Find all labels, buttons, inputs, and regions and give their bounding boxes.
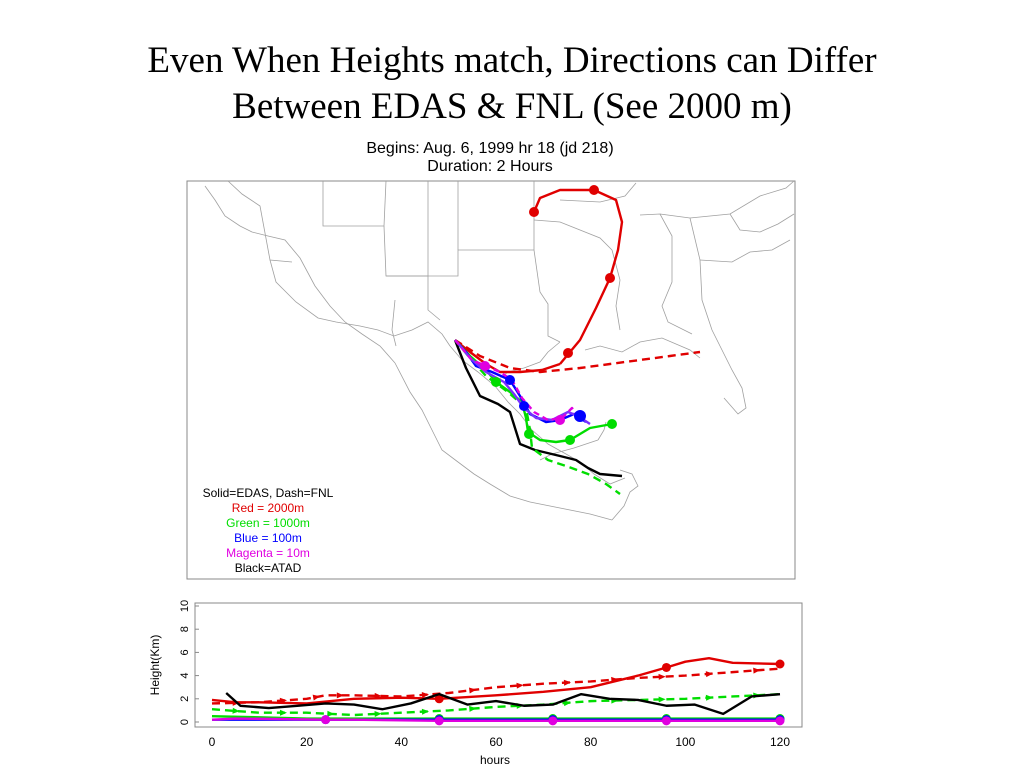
x-tick-label: 20	[300, 735, 314, 749]
y-tick-label: 0	[179, 719, 191, 725]
title-line-1: Even When Heights match, Directions can …	[147, 40, 877, 81]
series-point	[661, 716, 671, 726]
map-boundaries	[204, 180, 795, 521]
series-arrow	[469, 705, 477, 712]
series-arrow	[421, 708, 429, 715]
x-tick-label: 80	[584, 735, 598, 749]
series-arrow	[421, 691, 429, 698]
x-tick-label: 0	[209, 735, 216, 749]
series-point	[434, 716, 444, 726]
series-arrow	[658, 696, 666, 703]
series-point	[321, 715, 331, 725]
y-tick-label: 4	[179, 673, 191, 679]
series-line	[211, 657, 781, 705]
series-line	[211, 692, 781, 717]
series-point	[548, 716, 558, 726]
y-tick-label: 2	[179, 696, 191, 702]
series-arrow	[374, 692, 382, 699]
series-arrow	[611, 676, 619, 683]
series-arrow	[658, 673, 666, 680]
series-arrow	[753, 667, 761, 674]
series-arrow	[563, 679, 571, 686]
series-arrow	[327, 710, 335, 717]
series-arrow	[374, 711, 382, 718]
chart-frame	[194, 602, 803, 728]
y-axis-ticks: 0 2 4 6 8 10	[179, 600, 199, 725]
series-point	[775, 659, 785, 669]
series-arrow	[468, 687, 477, 694]
series-point	[661, 662, 671, 672]
series-arrow	[705, 671, 713, 678]
title-line-2: Between EDAS & FNL (See 2000 m)	[232, 86, 792, 127]
series-arrow	[232, 707, 240, 714]
legend-black: Black=ATAD	[234, 561, 302, 575]
series-layer	[211, 657, 785, 726]
series-line	[211, 717, 780, 723]
map-legend: Solid=EDAS, Dash=FNL Red = 2000m Green =…	[188, 486, 348, 576]
x-tick-label: 60	[489, 735, 503, 749]
x-tick-label: 120	[770, 735, 790, 749]
legend-magenta: Magenta = 10m	[226, 546, 310, 560]
legend-red: Red = 2000m	[231, 501, 305, 515]
map-header: Begins: Aug. 6, 1999 hr 18 (jd 218) Dura…	[0, 140, 980, 176]
slide-title: Even When Heights match, Directions can …	[0, 38, 1024, 130]
begins-label: Begins: Aug. 6, 1999 hr 18 (jd 218)	[366, 140, 614, 157]
duration-label: Duration: 2 Hours	[427, 158, 553, 175]
series-arrow	[279, 697, 287, 704]
y-tick-label: 8	[179, 626, 191, 632]
y-tick-label: 6	[179, 649, 191, 655]
y-tick-label: 10	[179, 600, 191, 612]
series-arrow	[705, 694, 713, 701]
series-arrow	[336, 692, 344, 699]
legend-line-style: Solid=EDAS, Dash=FNL	[202, 486, 334, 500]
trajectory-markers	[480, 185, 617, 445]
series-line	[225, 692, 781, 716]
y-axis-label: Height(Km)	[148, 635, 162, 696]
series-arrow	[312, 694, 321, 701]
series-point	[434, 694, 444, 704]
x-axis-ticks: 0 20 40 60 80 100 120	[209, 735, 791, 749]
series-arrow	[516, 682, 524, 689]
series-arrow	[280, 709, 287, 716]
legend-green: Green = 1000m	[226, 516, 310, 530]
x-tick-label: 100	[675, 735, 695, 749]
series-arrow	[563, 700, 571, 707]
series-point	[775, 716, 785, 726]
x-tick-label: 40	[395, 735, 409, 749]
legend-blue: Blue = 100m	[234, 531, 302, 545]
x-axis-label: hours	[480, 753, 510, 767]
